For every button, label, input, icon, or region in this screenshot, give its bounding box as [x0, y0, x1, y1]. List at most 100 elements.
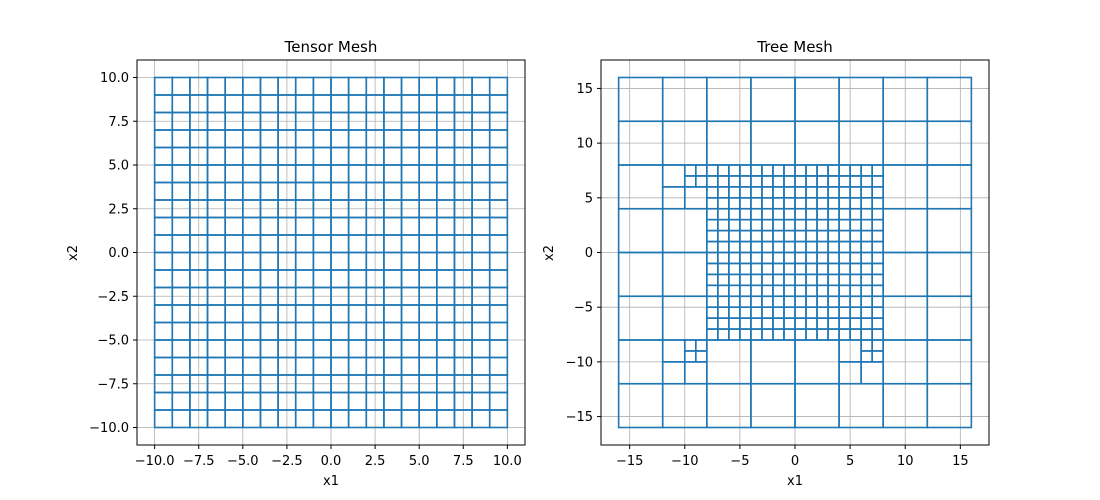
mesh-cell: [849, 328, 862, 341]
mesh-cell: [259, 234, 279, 254]
mesh-cell: [849, 175, 862, 188]
mesh-cell: [739, 240, 752, 254]
mesh-cell: [488, 409, 509, 429]
mesh-cell: [224, 339, 244, 359]
mesh-cell: [242, 339, 262, 359]
x-tick-label: −5.0: [227, 454, 259, 469]
mesh-cell: [706, 218, 719, 232]
mesh-cell: [383, 129, 403, 149]
mesh-cell: [330, 409, 350, 429]
mesh-cell: [488, 129, 509, 149]
mesh-cell: [330, 269, 350, 289]
mesh-cell: [926, 76, 973, 123]
mesh-cell: [728, 306, 741, 319]
mesh-cell: [794, 218, 807, 232]
mesh-cell: [772, 229, 785, 243]
mesh-cell: [794, 382, 840, 429]
mesh-cell: [860, 240, 873, 254]
mesh-cell: [294, 234, 315, 254]
mesh-cell: [294, 269, 315, 289]
mesh-cell: [694, 339, 708, 352]
mesh-cell: [171, 94, 191, 114]
mesh-cell: [772, 207, 785, 221]
mesh-cell: [488, 76, 509, 96]
mesh-cell: [728, 218, 741, 232]
mesh-cell: [706, 207, 719, 221]
mesh-cell: [860, 339, 873, 352]
y-ticks: −15 −10 −5 0 5 10 15: [566, 82, 601, 425]
mesh-cell: [761, 273, 774, 287]
mesh-cell: [761, 207, 774, 221]
mesh-cell: [739, 317, 752, 330]
mesh-cell: [259, 391, 279, 411]
mesh-cell: [838, 382, 884, 429]
mesh-cell: [728, 295, 741, 308]
mesh-cell: [347, 391, 368, 411]
mesh-cell: [418, 164, 438, 184]
mesh-cell: [206, 269, 226, 289]
mesh-cell: [259, 216, 279, 236]
tree-mesh-panel: Tree Mesh −15 −10 −5 0 5 10 15 −15−10−5051015 …: [542, 38, 990, 489]
mesh-cell: [259, 76, 279, 96]
mesh-cell: [330, 304, 350, 324]
y-ticks: −10.0 −7.5 −5.0 −2.5 0.0 2.5 5.0 7.5 10.0: [89, 71, 137, 436]
mesh-cell: [805, 251, 818, 265]
mesh-cell: [871, 317, 884, 330]
mesh-cell: [153, 76, 174, 96]
mesh-cell: [471, 146, 491, 166]
mesh-cell: [224, 356, 244, 376]
mesh-cell: [805, 197, 818, 210]
mesh-cell: [418, 339, 438, 359]
mesh-cell: [400, 356, 420, 376]
mesh-cell: [783, 306, 796, 319]
mesh-cell: [794, 262, 807, 276]
mesh-cell: [171, 234, 191, 254]
mesh-cell: [206, 251, 226, 271]
mesh-cell: [706, 284, 719, 298]
x-axis-label: x1: [787, 474, 803, 489]
mesh-cell: [400, 269, 420, 289]
y-tick-label: 10.0: [100, 71, 129, 86]
mesh-cell: [224, 391, 244, 411]
x-tick-label: 15: [952, 454, 969, 469]
mesh-cell: [816, 240, 829, 254]
mesh-cell: [617, 382, 664, 429]
y-tick-label: −7.5: [97, 377, 129, 392]
mesh-cell: [794, 273, 807, 287]
mesh-cell: [259, 129, 279, 149]
mesh-cell: [471, 251, 491, 271]
y-tick-label: 10: [576, 137, 593, 152]
y-tick-label: −5: [574, 301, 593, 316]
mesh-cell: [783, 295, 796, 308]
mesh-cell: [750, 306, 763, 319]
mesh-cell: [750, 328, 763, 341]
mesh-cell: [488, 181, 509, 201]
x-tick-label: −15: [616, 454, 643, 469]
mesh-cell: [794, 76, 840, 123]
mesh-cell: [312, 251, 332, 271]
mesh-cell: [312, 356, 332, 376]
mesh-cell: [717, 164, 730, 177]
mesh-cell: [761, 317, 774, 330]
mesh-cell: [347, 339, 368, 359]
mesh-cell: [488, 269, 509, 289]
mesh-cell: [706, 186, 719, 199]
mesh-cell: [739, 328, 752, 341]
mesh-cell: [728, 273, 741, 287]
mesh-cell: [739, 273, 752, 287]
x-tick-label: 10: [897, 454, 914, 469]
mesh-cell: [805, 164, 818, 177]
mesh-cell: [827, 273, 840, 287]
mesh-cell: [436, 94, 456, 114]
mesh-cell: [171, 391, 191, 411]
mesh-cell: [400, 321, 420, 341]
mesh-cell: [471, 129, 491, 149]
mesh-cell: [761, 240, 774, 254]
mesh-cell: [312, 94, 332, 114]
mesh-cell: [436, 129, 456, 149]
mesh-cell: [794, 295, 807, 308]
mesh-cell: [816, 218, 829, 232]
mesh-cell: [772, 164, 785, 177]
mesh-cell: [871, 262, 884, 276]
